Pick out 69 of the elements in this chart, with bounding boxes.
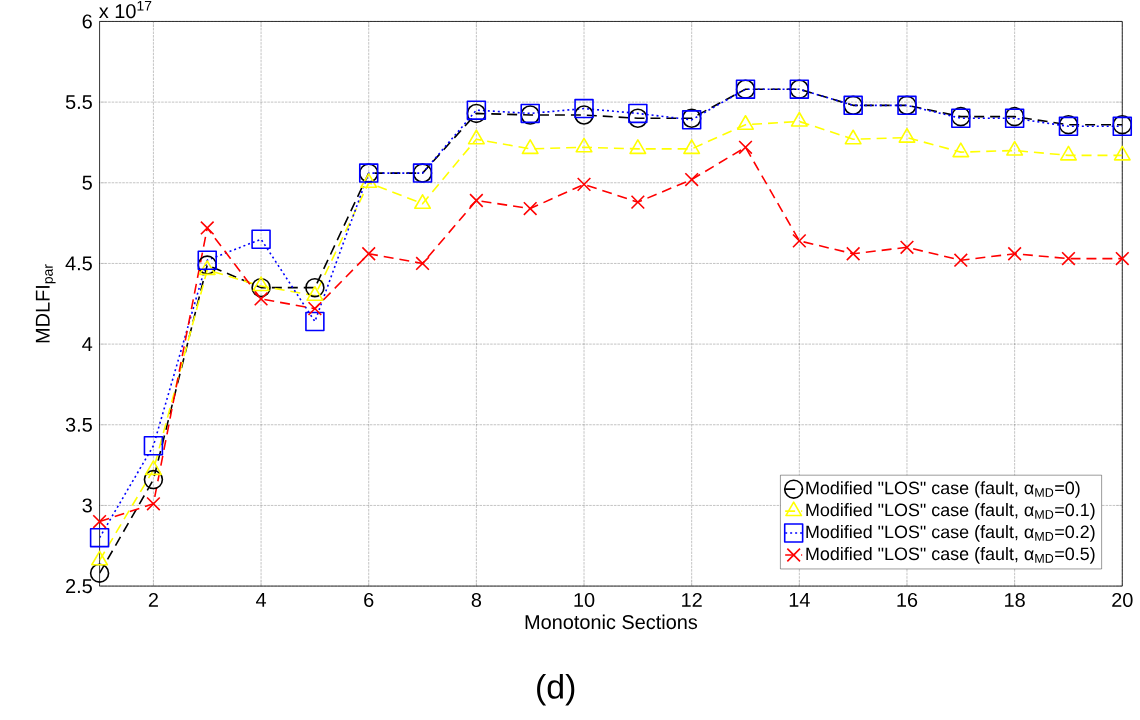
point xyxy=(251,229,271,250)
point xyxy=(1007,246,1022,262)
point xyxy=(683,139,701,155)
point xyxy=(792,233,807,249)
x-axis-title: Monotonic Sections xyxy=(525,614,698,630)
point xyxy=(1061,251,1076,266)
point xyxy=(1115,251,1130,266)
text: x 10$^{17}$ xyxy=(99,1,152,19)
point xyxy=(684,172,699,187)
y-tick-label: 6 xyxy=(82,14,92,29)
point xyxy=(629,139,647,155)
point xyxy=(144,460,162,476)
y-tick-label: 5 xyxy=(82,176,92,190)
point xyxy=(143,436,164,456)
y-tick-label: 4 xyxy=(82,337,93,352)
point xyxy=(252,276,270,292)
y-tick-label: 3 xyxy=(82,498,92,513)
point xyxy=(306,286,324,302)
point xyxy=(360,173,378,189)
point xyxy=(251,278,271,298)
point xyxy=(523,201,538,216)
x-tick-label: 4 xyxy=(255,593,267,607)
x-tick-label: 8 xyxy=(471,593,482,608)
y-axis-title: MDLFI$_{par}$ xyxy=(35,264,56,343)
point xyxy=(415,256,430,271)
x-tick-label: 20 xyxy=(1112,593,1133,608)
x-tick-label: 18 xyxy=(1005,593,1025,608)
y-tick-label: 4.5 xyxy=(65,256,92,271)
point xyxy=(198,260,216,276)
x-tick-label: 2 xyxy=(148,593,158,608)
x-tick-label: 14 xyxy=(789,593,810,607)
point xyxy=(143,470,164,490)
point xyxy=(200,221,215,236)
y-tick-label: 3.5 xyxy=(65,417,92,433)
point xyxy=(899,240,915,255)
point xyxy=(89,528,110,548)
point xyxy=(92,514,107,529)
x-tick-label: 10 xyxy=(574,593,595,608)
point xyxy=(898,128,916,144)
x-tick-label: 16 xyxy=(897,593,918,608)
point xyxy=(305,278,325,298)
point xyxy=(146,496,161,512)
legend-label: Modified "LOS" case (fault, α$_{MD}$=0.1) xyxy=(806,503,1095,521)
text: (d) xyxy=(537,674,575,706)
point xyxy=(846,246,861,262)
point xyxy=(197,250,217,271)
point xyxy=(1006,140,1024,157)
y-tick-label: 2.5 xyxy=(66,579,92,594)
point xyxy=(469,193,484,208)
point xyxy=(361,246,376,262)
legend-label: Modified "LOS" case (fault, α$_{MD}$=0) xyxy=(806,481,1080,499)
point xyxy=(576,177,592,192)
point xyxy=(305,311,325,332)
point xyxy=(413,194,432,210)
point xyxy=(736,115,755,131)
legend-label: Modified "LOS" case (fault, α$_{MD}$=0.2) xyxy=(806,525,1095,542)
point xyxy=(628,103,648,124)
point xyxy=(307,301,323,316)
point xyxy=(952,142,970,158)
x-tick-label: 6 xyxy=(364,593,374,608)
x-tick-label: 12 xyxy=(682,593,702,608)
legend-label: Modified "LOS" case (fault, α$_{MD}$=0.5) xyxy=(806,547,1095,564)
point xyxy=(738,140,753,155)
point xyxy=(953,253,968,268)
point xyxy=(574,99,594,119)
point xyxy=(521,139,539,155)
y-tick-label: 5.5 xyxy=(65,95,92,110)
point xyxy=(253,292,269,307)
point xyxy=(630,195,645,210)
